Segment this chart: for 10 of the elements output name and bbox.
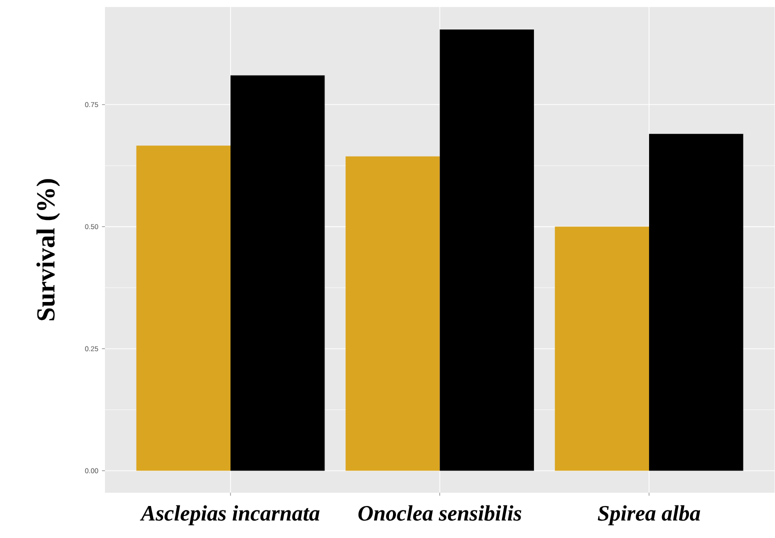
bar <box>346 156 440 471</box>
bar <box>649 134 744 471</box>
bar <box>136 146 231 471</box>
x-tick-label: Asclepias incarnata <box>140 505 320 526</box>
x-tick-label: Spirea alba <box>598 505 700 526</box>
bar <box>440 30 534 471</box>
x-tick-label: Onoclea sensibilis <box>358 505 522 521</box>
y-axis-title: Survival (%) <box>36 179 60 320</box>
bar <box>554 226 650 471</box>
bar <box>230 75 325 471</box>
